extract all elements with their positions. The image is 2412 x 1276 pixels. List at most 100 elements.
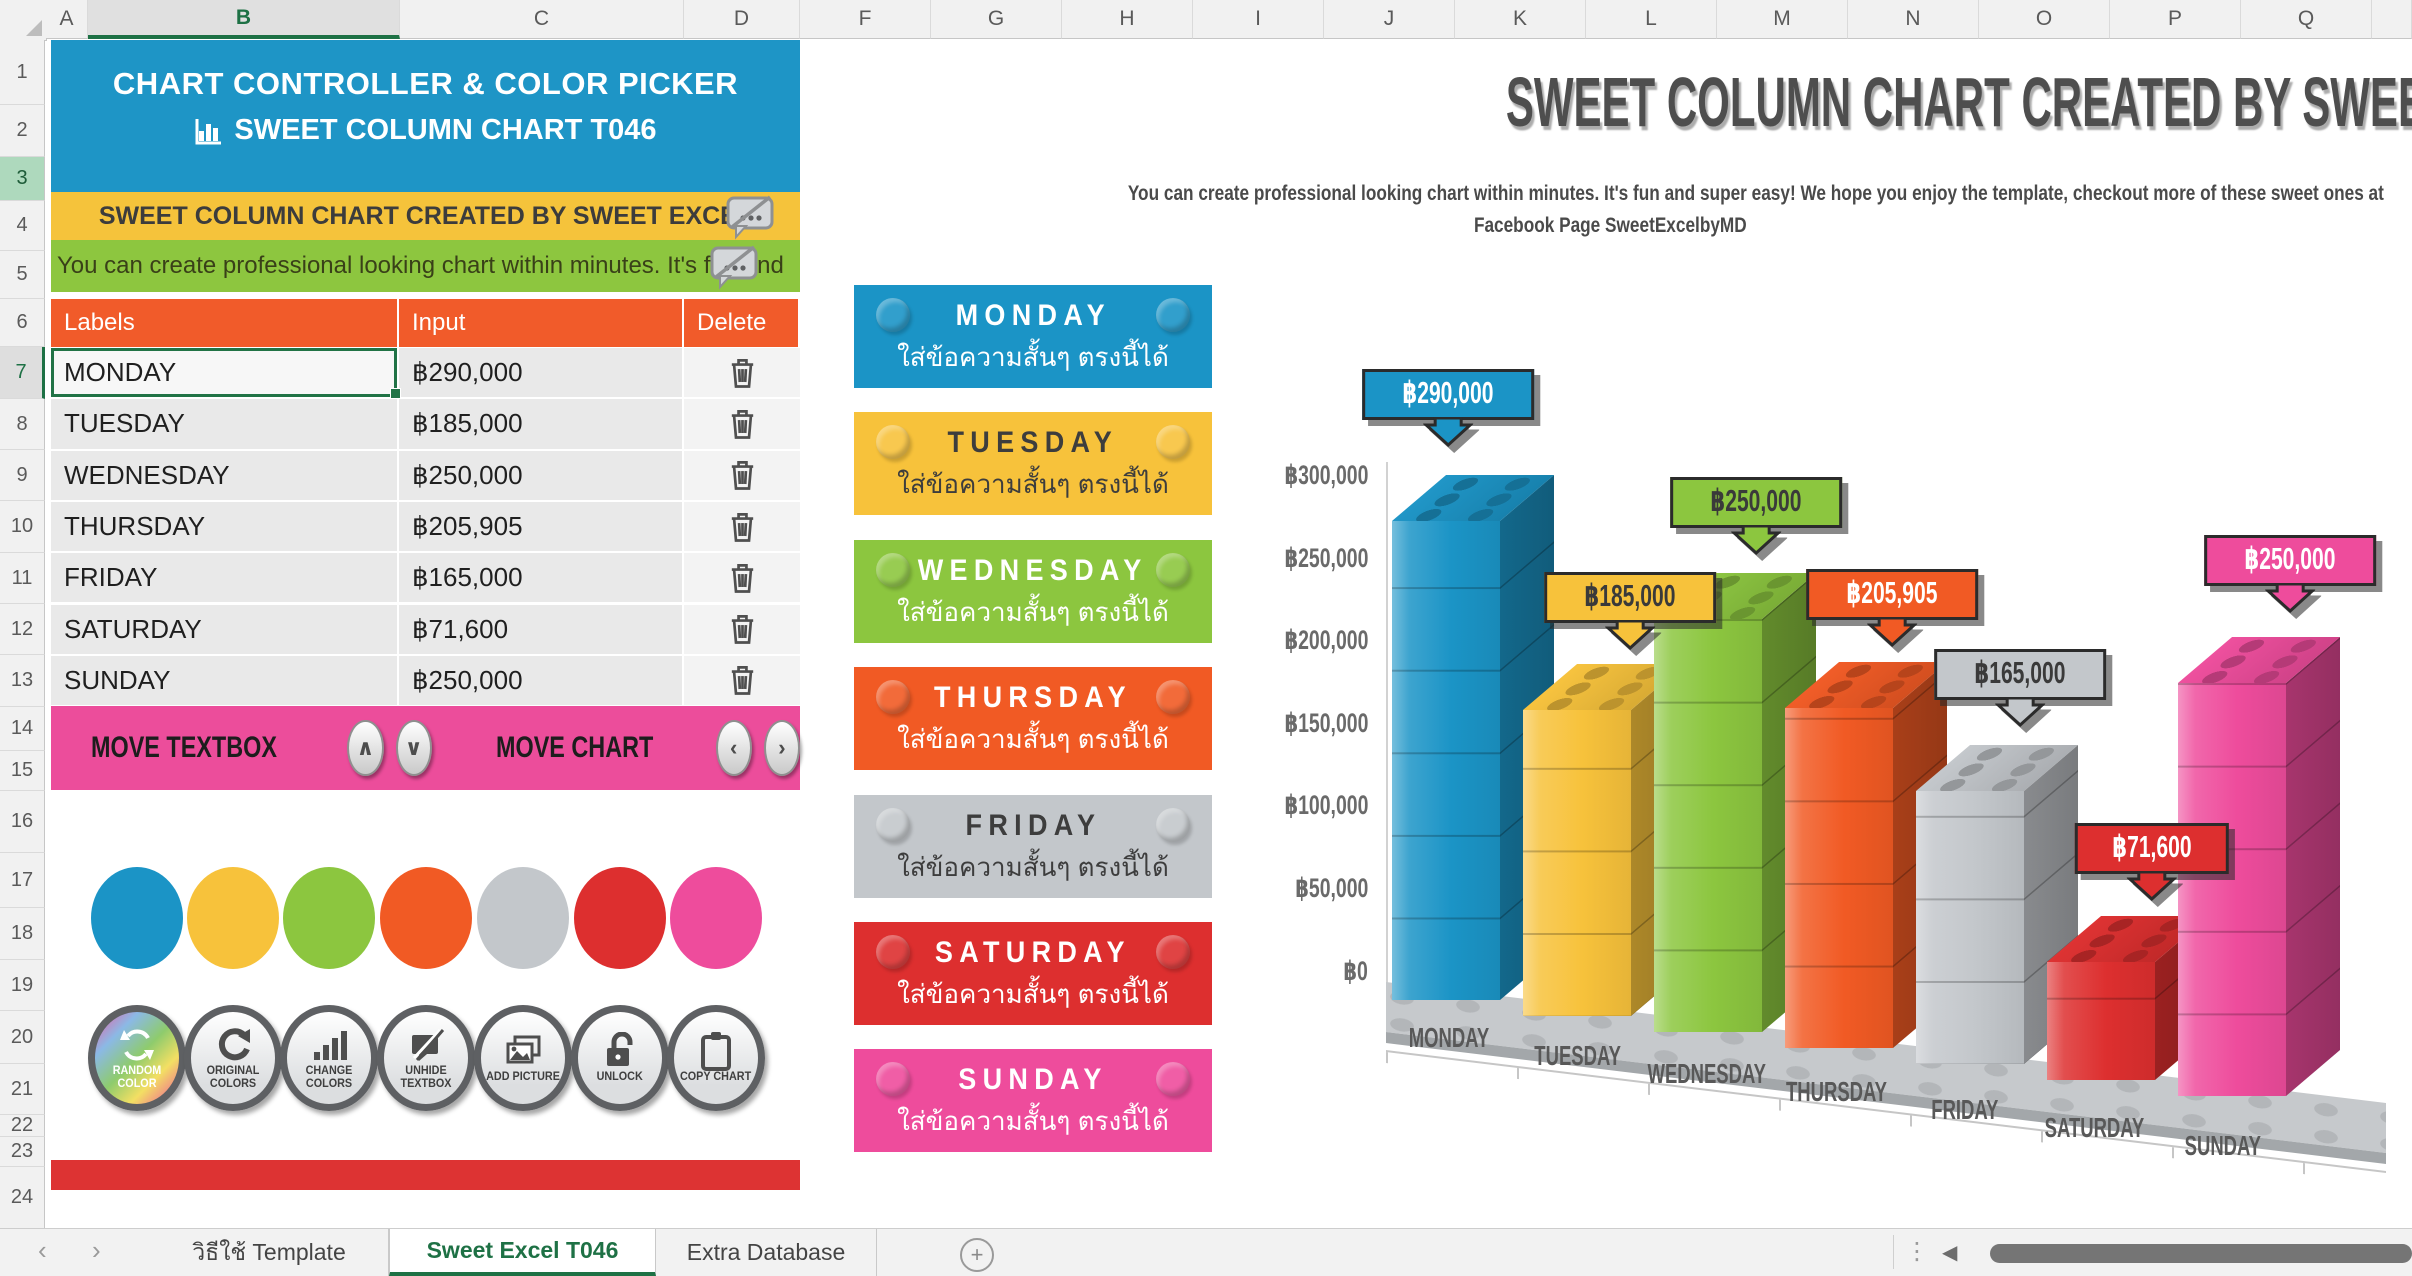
column-header-F[interactable]: F: [800, 0, 931, 39]
palette-color-5[interactable]: [477, 867, 569, 969]
column-header-Q[interactable]: Q: [2241, 0, 2372, 39]
data-label-wednesday[interactable]: ฿250,000: [1670, 477, 1842, 555]
random-color-button[interactable]: RANDOM COLOR: [88, 1005, 186, 1111]
table-cell-label-saturday[interactable]: SATURDAY: [51, 604, 397, 654]
unlock-button[interactable]: UNLOCK: [571, 1005, 669, 1111]
column-header-J[interactable]: J: [1324, 0, 1455, 39]
row-header-10[interactable]: 10: [0, 501, 45, 553]
column-header-H[interactable]: H: [1062, 0, 1193, 39]
move-textbox-down-button[interactable]: ∨: [395, 720, 432, 776]
table-cell-input-monday[interactable]: ฿290,000: [399, 348, 682, 398]
palette-color-3[interactable]: [283, 867, 375, 969]
data-label-thursday[interactable]: ฿205,905: [1806, 569, 1978, 647]
day-banner-monday[interactable]: MONDAY ใส่ข้อความสั้นๆ ตรงนี้ได้: [854, 285, 1212, 388]
sheet-tab-3[interactable]: Extra Database: [656, 1229, 877, 1276]
row-header-15[interactable]: 15: [0, 751, 45, 791]
table-cell-label-tuesday[interactable]: TUESDAY: [51, 399, 397, 449]
horizontal-scrollbar-thumb[interactable]: [1990, 1244, 2412, 1263]
row-header-8[interactable]: 8: [0, 399, 45, 450]
row-header-5[interactable]: 5: [0, 251, 45, 299]
unhide-textbox-button[interactable]: UNHIDE TEXTBOX: [377, 1005, 475, 1111]
row-header-11[interactable]: 11: [0, 553, 45, 604]
chart-desc-input-bar[interactable]: You can create professional looking char…: [51, 240, 800, 292]
row-header-13[interactable]: 13: [0, 655, 45, 707]
row-header-9[interactable]: 9: [0, 450, 45, 501]
column-header-M[interactable]: M: [1717, 0, 1848, 39]
column-header-P[interactable]: P: [2110, 0, 2241, 39]
data-label-monday[interactable]: ฿290,000: [1362, 369, 1534, 447]
table-cell-label-thursday[interactable]: THURSDAY: [51, 501, 397, 552]
column-header-O[interactable]: O: [1979, 0, 2110, 39]
column-header-A[interactable]: A: [46, 0, 88, 39]
data-label-sunday[interactable]: ฿250,000: [2204, 535, 2376, 613]
row-header-18[interactable]: 18: [0, 908, 45, 960]
column-header-G[interactable]: G: [931, 0, 1062, 39]
table-cell-input-thursday[interactable]: ฿205,905: [399, 501, 682, 552]
palette-color-1[interactable]: [91, 867, 183, 969]
add-picture-button[interactable]: ADD PICTURE: [474, 1005, 572, 1111]
delete-row-button-saturday[interactable]: [684, 604, 800, 654]
table-cell-label-wednesday[interactable]: WEDNESDAY: [51, 450, 397, 500]
row-header-7[interactable]: 7: [0, 347, 45, 399]
edit-description-icon[interactable]: [706, 244, 764, 290]
row-header-3[interactable]: 3: [0, 157, 45, 201]
table-cell-input-tuesday[interactable]: ฿185,000: [399, 399, 682, 449]
palette-color-6[interactable]: [574, 867, 666, 969]
row-header-1[interactable]: 1: [0, 40, 45, 105]
cell-fill-handle[interactable]: [390, 388, 401, 400]
row-header-23[interactable]: 23: [0, 1137, 45, 1167]
scroll-left-arrow[interactable]: ◀: [1942, 1242, 1958, 1264]
row-header-20[interactable]: 20: [0, 1011, 45, 1064]
table-cell-label-friday[interactable]: FRIDAY: [51, 553, 397, 603]
chart-title-input-bar[interactable]: SWEET COLUMN CHART CREATED BY SWEET EXCE…: [51, 192, 800, 240]
delete-row-button-thursday[interactable]: [684, 501, 800, 552]
edit-title-icon[interactable]: [722, 194, 780, 240]
day-banner-saturday[interactable]: SATURDAY ใส่ข้อความสั้นๆ ตรงนี้ได้: [854, 922, 1212, 1025]
palette-color-4[interactable]: [380, 867, 472, 969]
data-label-tuesday[interactable]: ฿185,000: [1544, 572, 1716, 650]
day-banner-sunday[interactable]: SUNDAY ใส่ข้อความสั้นๆ ตรงนี้ได้: [854, 1049, 1212, 1153]
table-cell-input-friday[interactable]: ฿165,000: [399, 553, 682, 603]
table-cell-label-sunday[interactable]: SUNDAY: [51, 655, 397, 706]
select-all-corner[interactable]: [0, 0, 47, 41]
column-header-K[interactable]: K: [1455, 0, 1586, 39]
row-header-24[interactable]: 24: [0, 1167, 45, 1229]
sheet-nav-next-button[interactable]: ›: [92, 1235, 101, 1265]
delete-row-button-friday[interactable]: [684, 553, 800, 603]
change-colors-button[interactable]: CHANGE COLORS: [280, 1005, 378, 1111]
delete-row-button-wednesday[interactable]: [684, 450, 800, 500]
delete-row-button-sunday[interactable]: [684, 655, 800, 706]
row-header-4[interactable]: 4: [0, 201, 45, 251]
row-header-21[interactable]: 21: [0, 1064, 45, 1115]
data-label-saturday[interactable]: ฿71,600: [2074, 823, 2230, 901]
column-header-I[interactable]: I: [1193, 0, 1324, 39]
delete-row-button-tuesday[interactable]: [684, 399, 800, 449]
data-label-friday[interactable]: ฿165,000: [1934, 649, 2106, 727]
row-header-6[interactable]: 6: [0, 299, 45, 347]
column-header-D[interactable]: D: [684, 0, 800, 39]
column-header-L[interactable]: L: [1586, 0, 1717, 39]
day-banner-tuesday[interactable]: TUESDAY ใส่ข้อความสั้นๆ ตรงนี้ได้: [854, 412, 1212, 516]
original-colors-button[interactable]: ORIGINAL COLORS: [184, 1005, 282, 1111]
column-header-C[interactable]: C: [400, 0, 684, 39]
delete-row-button-monday[interactable]: [684, 348, 800, 398]
row-header-16[interactable]: 16: [0, 791, 45, 853]
row-header-14[interactable]: 14: [0, 707, 45, 751]
day-banner-wednesday[interactable]: WEDNESDAY ใส่ข้อความสั้นๆ ตรงนี้ได้: [854, 539, 1212, 643]
sheet-tab-2[interactable]: Sweet Excel T046: [389, 1229, 656, 1276]
table-cell-input-sunday[interactable]: ฿250,000: [399, 655, 682, 706]
table-cell-input-saturday[interactable]: ฿71,600: [399, 604, 682, 654]
sheet-nav-prev-button[interactable]: ‹: [38, 1235, 47, 1265]
move-chart-left-button[interactable]: ‹: [715, 720, 752, 776]
row-header-2[interactable]: 2: [0, 105, 45, 157]
palette-color-7[interactable]: [670, 867, 762, 969]
column-header-B[interactable]: B: [88, 0, 400, 39]
sheet-tab-1[interactable]: วิธีใช้ Template: [150, 1229, 389, 1276]
scrollbar-drag-handle[interactable]: ⋮: [1905, 1238, 1929, 1265]
day-banner-friday[interactable]: FRIDAY ใส่ข้อความสั้นๆ ตรงนี้ได้: [854, 794, 1212, 898]
day-banner-thursday[interactable]: THURSDAY ใส่ข้อความสั้นๆ ตรงนี้ได้: [854, 667, 1212, 771]
new-sheet-button[interactable]: +: [960, 1238, 994, 1272]
row-header-17[interactable]: 17: [0, 853, 45, 908]
column-header-N[interactable]: N: [1848, 0, 1979, 39]
move-chart-right-button[interactable]: ›: [763, 720, 800, 776]
